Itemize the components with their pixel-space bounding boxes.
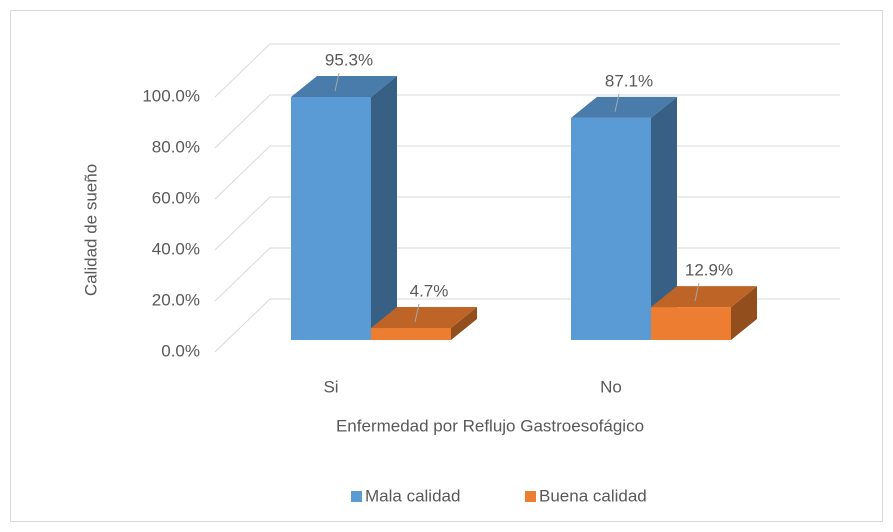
y-tick-label: 40.0% [152,239,200,258]
bar-top [291,75,397,97]
label-leader [334,72,340,92]
y-tick-label: 0.0% [161,341,200,360]
x-tick-label: Si [323,377,338,396]
bar-top [651,286,757,308]
y-tick-label: 80.0% [152,137,200,156]
data-label: 95.3% [325,50,373,69]
data-label: 12.9% [685,261,733,280]
bar-side [731,286,757,340]
y-tick-label: 100.0% [142,86,200,105]
chart-border [10,10,883,522]
grid-line [214,94,840,149]
bar-top [371,307,477,329]
bar [651,307,731,340]
legend-swatch [525,491,536,502]
legend-label: Mala calidad [365,486,460,505]
label-leader [694,282,700,302]
y-axis-title: Calidad de sueño [81,164,100,296]
legend-label: Buena calidad [539,486,647,505]
bar-side [451,307,477,340]
y-tick-label: 20.0% [152,290,200,309]
data-label: 87.1% [605,71,653,90]
label-leader [614,93,620,113]
grid-line [214,43,840,98]
bar-side [651,96,677,341]
label-leader [414,303,420,323]
data-label: 4.7% [410,281,449,300]
bar [371,328,451,340]
x-tick-label: No [600,377,622,396]
bar-top [571,96,677,118]
bar [571,117,651,341]
y-tick-label: 60.0% [152,188,200,207]
legend-swatch [351,491,362,502]
bar-side [371,75,397,341]
x-axis-title: Enfermedad por Reflujo Gastroesofágico [336,416,644,435]
bar [291,96,371,340]
